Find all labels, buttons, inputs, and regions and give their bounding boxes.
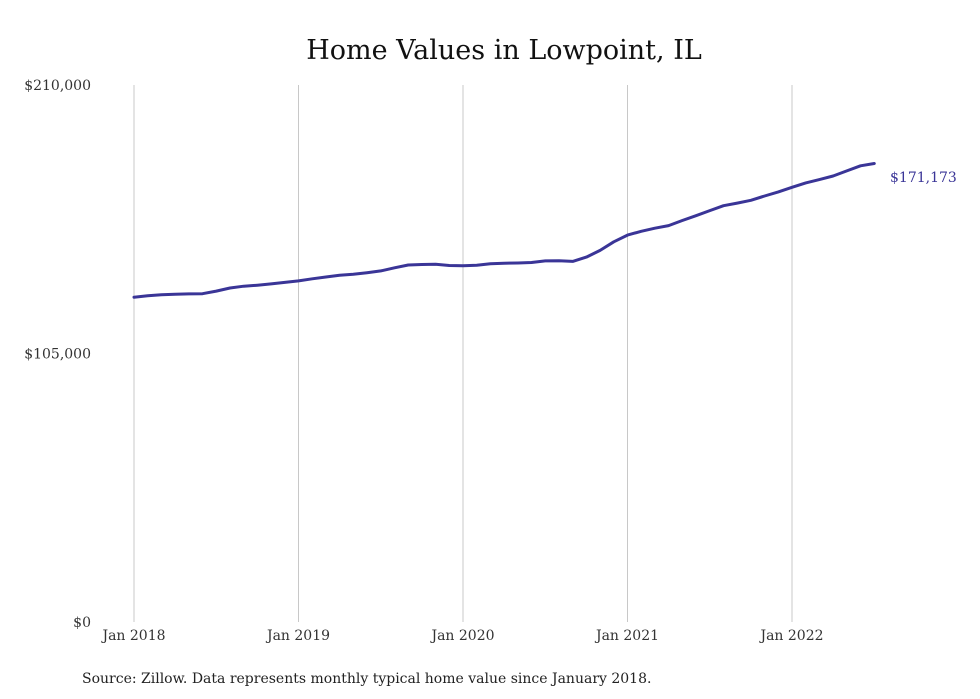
x-tick-label: Jan 2021 bbox=[594, 628, 659, 644]
end-value-label: $171,173 bbox=[890, 170, 957, 186]
x-tick-label: Jan 2020 bbox=[429, 628, 494, 644]
source-note: Source: Zillow. Data represents monthly … bbox=[82, 671, 651, 687]
x-tick-label: Jan 2018 bbox=[100, 628, 165, 644]
y-tick-label: $210,000 bbox=[24, 78, 91, 94]
y-axis-ticks: $0 $105,000 $210,000 bbox=[24, 78, 91, 631]
series-line-home-value bbox=[132, 162, 876, 299]
y-tick-label: $105,000 bbox=[24, 347, 91, 363]
chart-title: Home Values in Lowpoint, IL bbox=[306, 35, 702, 66]
x-tick-label: Jan 2019 bbox=[265, 628, 330, 644]
gridlines bbox=[133, 85, 793, 622]
x-axis-ticks: Jan 2018 Jan 2019 Jan 2020 Jan 2021 Jan 2022 bbox=[100, 628, 823, 644]
y-tick-label: $0 bbox=[73, 615, 91, 631]
x-tick-label: Jan 2022 bbox=[758, 628, 823, 644]
